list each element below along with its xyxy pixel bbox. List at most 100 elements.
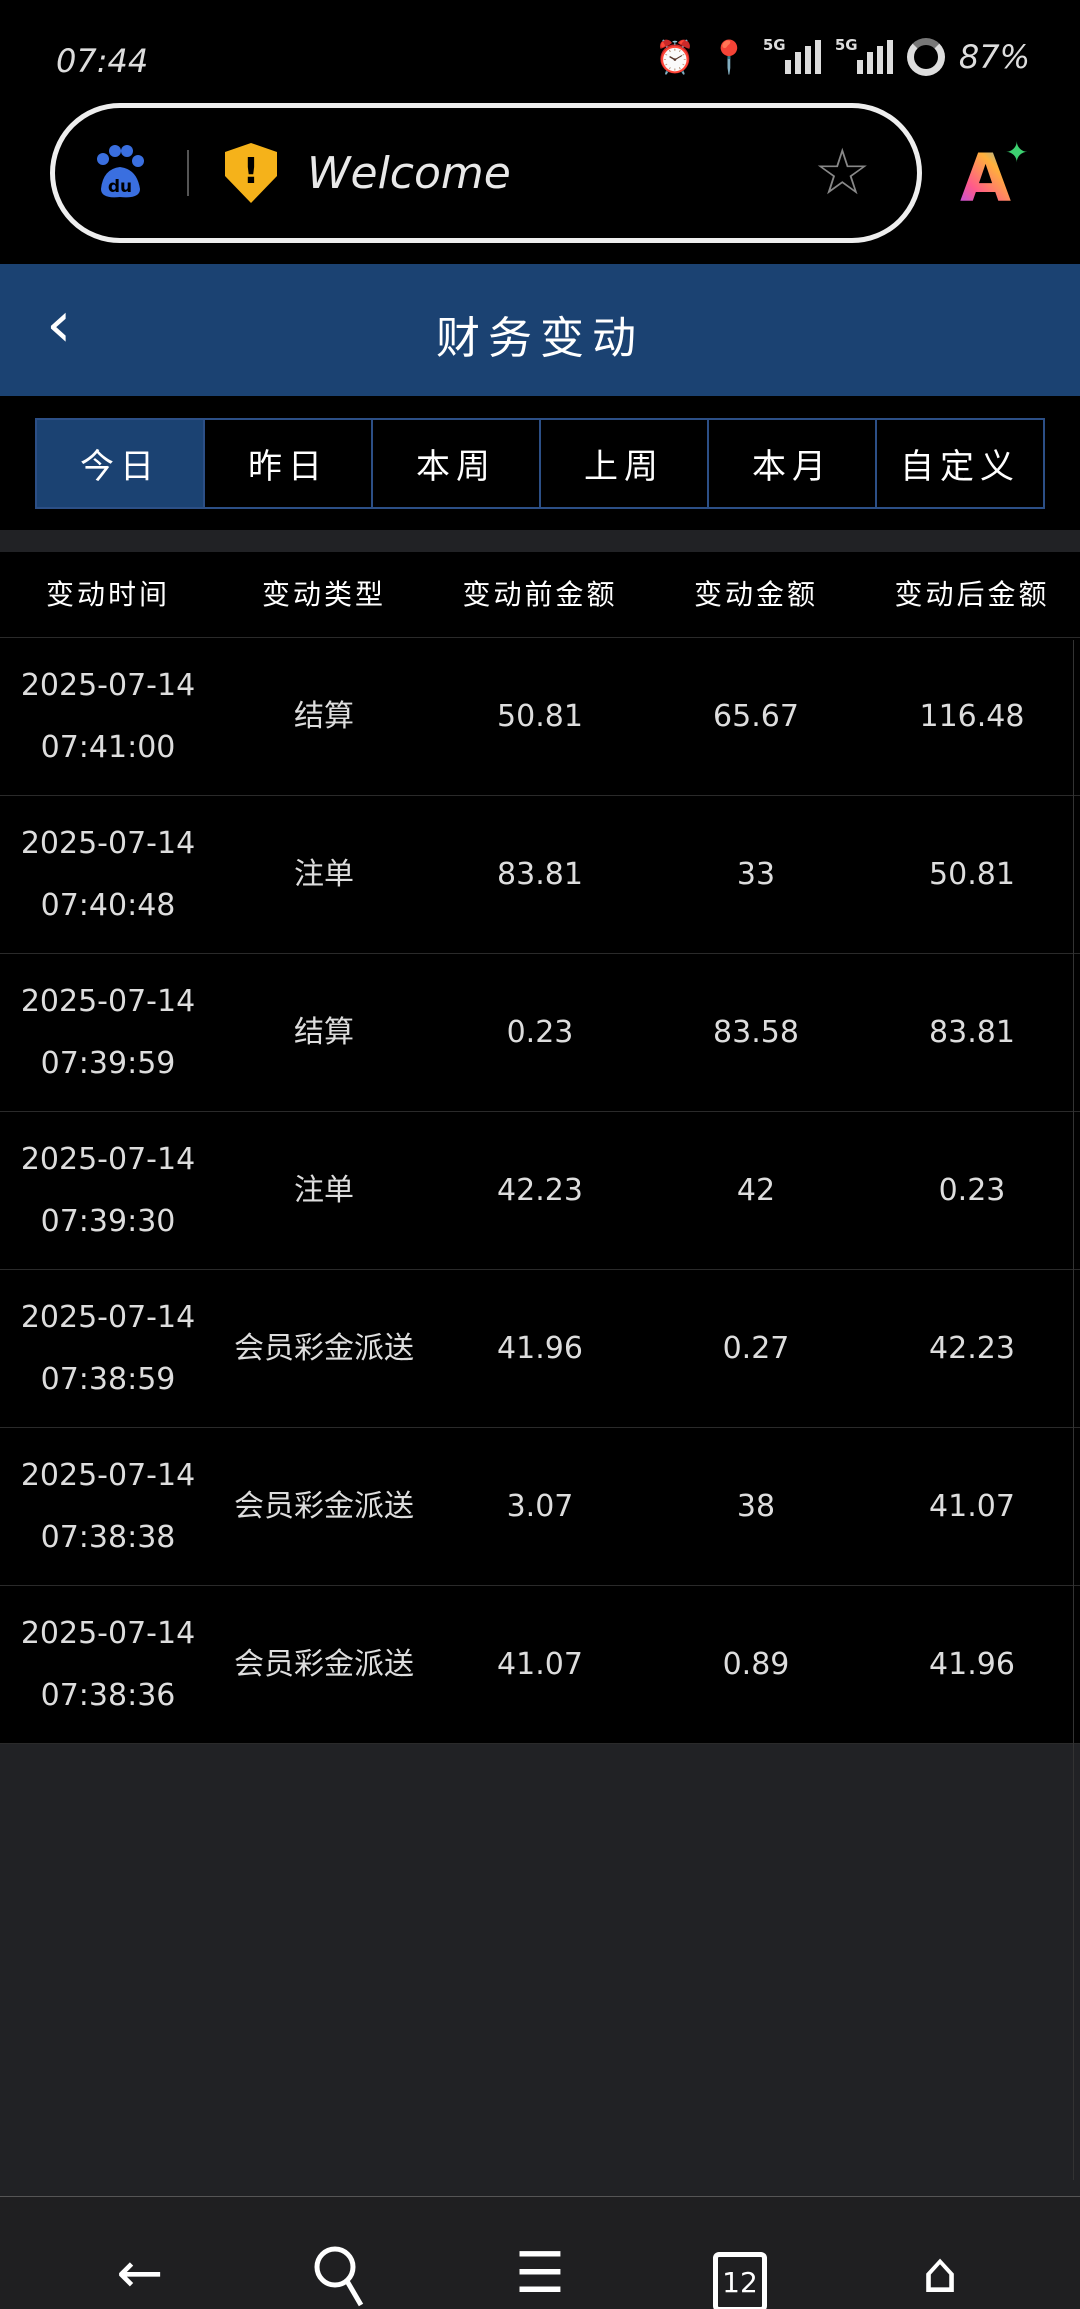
address-text[interactable]: Welcome	[307, 147, 511, 199]
bookmark-star-icon[interactable]: ☆	[813, 136, 871, 210]
security-warning-shield-icon[interactable]: !	[225, 143, 277, 203]
change-amount-cell: 42	[736, 1172, 776, 1208]
after-amount-cell: 83.81	[929, 1014, 1015, 1050]
type-cell: 会员彩金派送	[234, 1488, 414, 1524]
before-amount-cell: 50.81	[497, 698, 583, 734]
type-cell: 注单	[294, 856, 354, 892]
before-amount-cell: 41.96	[497, 1330, 583, 1366]
alarm-icon: ⏰	[655, 38, 696, 76]
date: 2025-07-14	[20, 825, 196, 861]
table-row: 2025-07-14 07:38:59 会员彩金派送 41.96 0.27 42.…	[0, 1270, 1080, 1428]
time-cell: 2025-07-14 07:38:59	[0, 1270, 216, 1427]
sparkle-icon: ✦	[1005, 136, 1029, 169]
chevron-left-icon[interactable]: ‹	[46, 288, 72, 362]
time: 07:40:48	[40, 887, 176, 923]
svg-text:du: du	[108, 177, 132, 197]
type-cell: 会员彩金派送	[234, 1330, 414, 1366]
signal-icon: 5G	[763, 36, 821, 74]
table-row: 2025-07-14 07:39:59 结算 0.23 83.58 83.81	[0, 954, 1080, 1112]
date: 2025-07-14	[20, 1141, 196, 1177]
browser-chrome: 07:44 ⏰ 📍 5G 5G 87% du ! Welcome ☆ A ✦	[0, 0, 1080, 264]
table-row: 2025-07-14 07:38:38 会员彩金派送 3.07 38 41.07	[0, 1428, 1080, 1586]
tab-this-week[interactable]: 本周	[373, 420, 541, 507]
change-amount-cell: 0.27	[722, 1330, 790, 1366]
table-row: 2025-07-14 07:41:00 结算 50.81 65.67 116.48	[0, 638, 1080, 796]
battery-icon	[906, 38, 945, 76]
address-bar[interactable]: du ! Welcome ☆	[50, 103, 922, 243]
change-amount-cell: 65.67	[713, 698, 799, 734]
column-header: 变动金额	[693, 577, 818, 611]
time: 07:39:30	[40, 1203, 176, 1239]
network-type-2: 5G	[834, 36, 858, 54]
time-cell: 2025-07-14 07:40:48	[0, 796, 216, 953]
time: 07:38:59	[40, 1361, 176, 1397]
tab-today[interactable]: 今日	[37, 420, 205, 507]
after-amount-cell: 41.07	[929, 1488, 1015, 1524]
change-amount-cell: 0.89	[722, 1646, 790, 1682]
menu-icon[interactable]: ☰	[514, 2241, 566, 2306]
divider	[187, 150, 189, 196]
after-amount-cell: 0.23	[938, 1172, 1006, 1208]
time: 07:38:38	[40, 1519, 176, 1555]
time: 07:38:36	[40, 1677, 176, 1713]
type-cell: 会员彩金派送	[234, 1646, 414, 1682]
before-amount-cell: 41.07	[497, 1646, 583, 1682]
page-header: ‹ 财务变动	[0, 264, 1080, 396]
baidu-paw-icon[interactable]: du	[93, 145, 147, 201]
table-row: 2025-07-14 07:39:30 注单 42.23 42 0.23	[0, 1112, 1080, 1270]
change-amount-cell: 83.58	[713, 1014, 799, 1050]
type-cell: 结算	[294, 1014, 354, 1050]
page-title: 财务变动	[436, 313, 644, 364]
type-cell: 结算	[294, 698, 354, 734]
time-cell: 2025-07-14 07:39:30	[0, 1112, 216, 1269]
before-amount-cell: 3.07	[506, 1488, 574, 1524]
divider	[0, 2196, 1080, 2197]
transactions-table: 变动时间 变动类型 变动前金额 变动金额 变动后金额 2025-07-14 07:…	[0, 552, 1080, 1744]
change-amount-cell: 33	[736, 856, 776, 892]
date: 2025-07-14	[20, 1299, 196, 1335]
time-cell: 2025-07-14 07:38:38	[0, 1428, 216, 1585]
date: 2025-07-14	[20, 667, 196, 703]
time: 07:39:59	[40, 1045, 176, 1081]
home-icon[interactable]: ⌂	[922, 2241, 958, 2306]
tab-custom[interactable]: 自定义	[877, 420, 1043, 507]
date-filter-bar: 今日 昨日 本周 上周 本月 自定义	[0, 396, 1080, 530]
change-amount-cell: 38	[736, 1488, 776, 1524]
date: 2025-07-14	[20, 1457, 196, 1493]
table-header: 变动时间 变动类型 变动前金额 变动金额 变动后金额	[0, 552, 1080, 638]
scrollbar[interactable]	[1073, 640, 1078, 2180]
before-amount-cell: 83.81	[497, 856, 583, 892]
network-type: 5G	[762, 36, 786, 54]
before-amount-cell: 42.23	[497, 1172, 583, 1208]
date: 2025-07-14	[20, 1615, 196, 1651]
tab-last-week[interactable]: 上周	[541, 420, 709, 507]
back-arrow-icon[interactable]: ←	[116, 2241, 164, 2306]
column-header: 变动类型	[261, 577, 386, 611]
type-cell: 注单	[294, 1172, 354, 1208]
after-amount-cell: 42.23	[929, 1330, 1015, 1366]
browser-bottom-nav: ← ☰ 12 ⌂	[0, 2197, 1080, 2309]
search-icon[interactable]	[290, 2239, 390, 2309]
divider	[0, 530, 1080, 552]
signal-icon-2: 5G	[835, 36, 893, 74]
ai-assistant-icon[interactable]: A	[960, 140, 1012, 217]
column-header: 变动后金额	[894, 577, 1050, 611]
column-header: 变动时间	[45, 577, 170, 611]
tabs-button[interactable]: 12	[690, 2239, 790, 2309]
date: 2025-07-14	[20, 983, 196, 1019]
after-amount-cell: 41.96	[929, 1646, 1015, 1682]
time: 07:41:00	[40, 729, 176, 765]
tab-yesterday[interactable]: 昨日	[205, 420, 373, 507]
tab-this-month[interactable]: 本月	[709, 420, 877, 507]
table-row: 2025-07-14 07:40:48 注单 83.81 33 50.81	[0, 796, 1080, 954]
time-cell: 2025-07-14 07:41:00	[0, 638, 216, 795]
time-cell: 2025-07-14 07:39:59	[0, 954, 216, 1111]
after-amount-cell: 116.48	[919, 698, 1025, 734]
column-header: 变动前金额	[462, 577, 618, 611]
time-cell: 2025-07-14 07:38:36	[0, 1586, 216, 1743]
before-amount-cell: 0.23	[506, 1014, 574, 1050]
battery-percent: 87%	[958, 38, 1030, 76]
status-icons: ⏰ 📍 5G 5G 87%	[655, 36, 1030, 76]
tab-count: 12	[713, 2252, 767, 2309]
table-row: 2025-07-14 07:38:36 会员彩金派送 41.07 0.89 41.…	[0, 1586, 1080, 1744]
